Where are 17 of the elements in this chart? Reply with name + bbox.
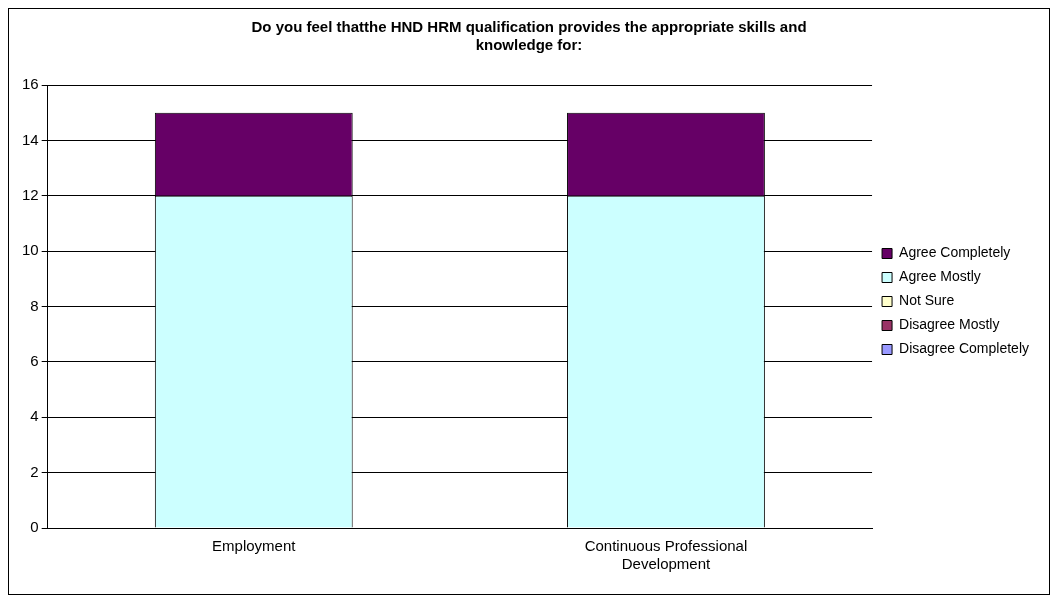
y-tick-label: 6 (30, 352, 39, 370)
y-tick-label: 2 (30, 462, 39, 480)
chart-title: Do you feel thatthe HND HRM qualification provides the appropriate skills and knowledge for: (251, 18, 807, 54)
y-tick-label: 10 (22, 241, 39, 259)
legend-label: Not Sure (899, 292, 955, 309)
legend-label: Agree Completely (899, 244, 1011, 261)
legend-label: Disagree Completely (899, 340, 1030, 357)
y-tick-label: 4 (30, 407, 39, 425)
legend-label: Disagree Mostly (899, 316, 1000, 333)
y-tick-label: 16 (22, 75, 39, 93)
legend-label: Agree Mostly (899, 268, 981, 285)
y-tick-label: 0 (30, 518, 39, 536)
y-tick-label: 14 (22, 130, 39, 148)
y-tick-label: 12 (22, 185, 39, 203)
x-tick-label: Continuous Professional Development (584, 537, 748, 573)
x-tick-label: Employment (212, 537, 297, 555)
y-tick-label: 8 (30, 296, 39, 314)
